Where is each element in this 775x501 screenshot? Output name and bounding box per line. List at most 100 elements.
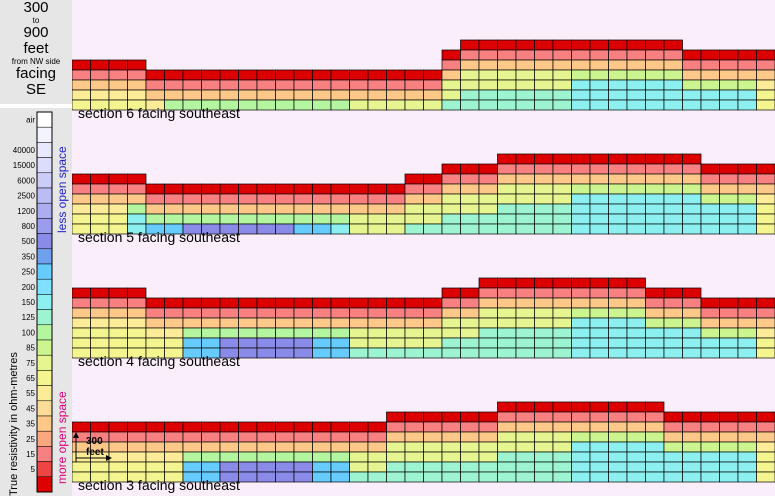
heatmap-cell [146, 298, 165, 308]
heatmap-cell [572, 318, 591, 328]
heatmap-cell [664, 184, 683, 194]
heatmap-cell [461, 90, 480, 100]
heatmap-cell [239, 348, 258, 358]
heatmap-cell [405, 422, 424, 432]
heatmap-cell [498, 70, 517, 80]
heatmap-cell [313, 70, 332, 80]
heatmap-cell [498, 308, 517, 318]
heatmap-cell [165, 422, 184, 432]
heatmap-cell [424, 80, 443, 90]
heatmap-cell [183, 338, 202, 348]
heatmap-cell [609, 298, 628, 308]
heatmap-cell [572, 50, 591, 60]
heatmap-cell [535, 338, 554, 348]
heatmap-cell [516, 432, 535, 442]
heatmap-cell [646, 224, 665, 234]
heatmap-cell [202, 328, 221, 338]
heatmap-cell [183, 298, 202, 308]
heatmap-cell [442, 338, 461, 348]
heatmap-cell [313, 184, 332, 194]
heatmap-cell [479, 214, 498, 224]
heatmap-cell [720, 328, 739, 338]
heatmap-cell [294, 432, 313, 442]
heatmap-cell [479, 224, 498, 234]
heatmap-cell [109, 318, 128, 328]
heatmap-cell [609, 442, 628, 452]
title-line-900: 900 [0, 25, 72, 41]
heatmap-cell [646, 174, 665, 184]
heatmap-cell [609, 472, 628, 482]
heatmap-cell [183, 80, 202, 90]
heatmap-cell [72, 204, 91, 214]
heatmap-cell [442, 422, 461, 432]
heatmap-cell [461, 472, 480, 482]
heatmap-cell [498, 204, 517, 214]
heatmap-cell [91, 328, 110, 338]
heatmap-cell [350, 432, 369, 442]
heatmap-cell [498, 298, 517, 308]
heatmap-cell [479, 422, 498, 432]
heatmap-cell [331, 224, 350, 234]
heatmap-cell [572, 214, 591, 224]
heatmap-cell [646, 154, 665, 164]
heatmap-cell [479, 338, 498, 348]
legend-swatch [37, 446, 52, 461]
heatmap-cell [738, 50, 757, 60]
heatmap-cell [202, 80, 221, 90]
heatmap-cell [442, 462, 461, 472]
heatmap-cell [165, 328, 184, 338]
heatmap-cell [331, 70, 350, 80]
heatmap-cell [368, 308, 387, 318]
heatmap-cell [609, 50, 628, 60]
legend-tick-label: 85 [26, 344, 35, 353]
heatmap-cell [387, 308, 406, 318]
heatmap-cell [553, 452, 572, 462]
heatmap-cell [276, 194, 295, 204]
title-line-300: 300 [0, 0, 72, 16]
heatmap-cell [479, 452, 498, 462]
legend-swatch [37, 173, 52, 188]
heatmap-cell [590, 194, 609, 204]
heatmap-cell [479, 184, 498, 194]
heatmap-cell [91, 194, 110, 204]
heatmap-cell [257, 452, 276, 462]
heatmap-cell [257, 472, 276, 482]
heatmap-cell [683, 60, 702, 70]
heatmap-cell [516, 348, 535, 358]
heatmap-cell [461, 432, 480, 442]
heatmap-cell [738, 164, 757, 174]
heatmap-cell [405, 80, 424, 90]
heatmap-cell [257, 348, 276, 358]
heatmap-cell [387, 338, 406, 348]
heatmap-cell [535, 348, 554, 358]
heatmap-cell [683, 308, 702, 318]
heatmap-cell [368, 298, 387, 308]
heatmap-cell [220, 328, 239, 338]
heatmap-cell [516, 472, 535, 482]
heatmap-cell [350, 442, 369, 452]
heatmap-cell [183, 194, 202, 204]
heatmap-cell [498, 184, 517, 194]
heatmap-cell [516, 422, 535, 432]
legend-swatch [37, 264, 52, 279]
heatmap-cell [313, 452, 332, 462]
heatmap-cell [572, 308, 591, 318]
heatmap-cell [239, 90, 258, 100]
heatmap-cell [738, 422, 757, 432]
heatmap-cell [165, 452, 184, 462]
heatmap-cell [627, 472, 646, 482]
heatmap-cell [350, 90, 369, 100]
heatmap-cell [276, 224, 295, 234]
heatmap-cell [590, 224, 609, 234]
heatmap-cell [516, 452, 535, 462]
heatmap-cell [646, 204, 665, 214]
heatmap-cell [553, 432, 572, 442]
heatmap-cell [498, 100, 517, 110]
heatmap-cell [664, 298, 683, 308]
heatmap-cell [572, 432, 591, 442]
heatmap-cell [516, 338, 535, 348]
heatmap-cell [535, 452, 554, 462]
heatmap-cell [572, 80, 591, 90]
heatmap-cell [572, 348, 591, 358]
heatmap-cell [664, 472, 683, 482]
